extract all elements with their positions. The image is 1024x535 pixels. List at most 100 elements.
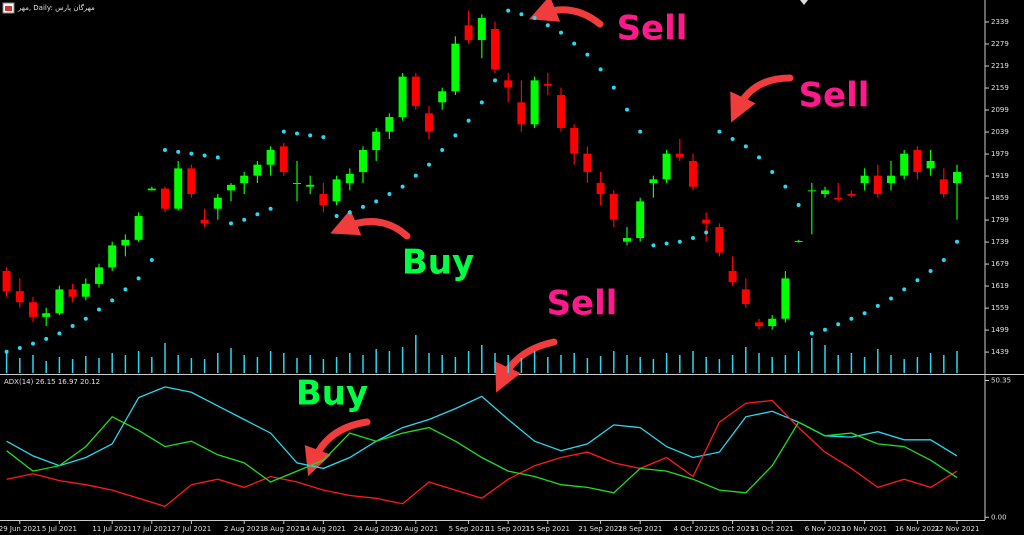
volume-bar	[481, 345, 483, 373]
psar-dot	[242, 217, 247, 222]
volume-bar	[639, 357, 641, 373]
candle-body	[108, 245, 117, 268]
volume-bar	[705, 357, 707, 373]
volume-bar	[71, 359, 74, 373]
psar-dot	[440, 148, 445, 153]
x-tick-label: 2 Aug 2021	[224, 525, 264, 533]
x-tick-label: 14 Aug 2021	[301, 525, 346, 533]
psar-dot	[413, 173, 418, 178]
y-tick-label: 1499	[991, 326, 1009, 334]
candle-body	[227, 184, 235, 191]
arrow	[330, 209, 411, 240]
volume-bar	[692, 351, 694, 373]
volume-bar	[507, 355, 509, 373]
candle-body	[900, 153, 909, 176]
psar-dot	[506, 8, 511, 13]
volume-bar	[863, 357, 866, 373]
volume-bar	[718, 359, 721, 373]
volume-bar	[283, 353, 285, 373]
x-tick-label: 28 Sep 2021	[618, 525, 662, 533]
x-tick-label: 31 Oct 2021	[751, 525, 794, 533]
psar-dot	[136, 276, 141, 281]
candle-body	[768, 318, 777, 327]
y-tick-label: 2279	[991, 40, 1009, 48]
volume-bar	[784, 355, 787, 373]
psar-dot	[308, 133, 313, 138]
volume-bar	[956, 351, 958, 373]
candle-body	[398, 76, 407, 117]
psar-dot	[281, 129, 286, 134]
y-tick-label: 1919	[991, 172, 1009, 180]
volume-bar	[613, 351, 615, 373]
psar-dot	[17, 346, 22, 351]
psar-dot	[149, 258, 154, 263]
volume-bar	[217, 353, 219, 373]
psar-dot	[189, 151, 194, 156]
candle-body	[504, 80, 513, 88]
x-tick-label: 11 Sep 2021	[486, 525, 530, 533]
candle-body	[517, 102, 526, 125]
candle-body	[213, 197, 222, 209]
candle-body	[240, 175, 249, 184]
x-tick-label: 24 Aug 2021	[354, 525, 399, 533]
volume-bar	[375, 349, 377, 373]
volume-bar	[797, 351, 800, 373]
candle-body	[2, 271, 11, 292]
candle-body	[253, 164, 262, 176]
candle-body	[293, 183, 301, 185]
volume-bar	[124, 355, 127, 373]
candle-body	[200, 219, 209, 224]
x-tick-label: 11 Jul 2021	[92, 525, 132, 533]
candle-body	[557, 94, 565, 129]
volume-bar	[203, 359, 206, 373]
psar-dot	[163, 148, 167, 153]
y-tick-label: 50.35	[991, 376, 1011, 384]
psar-dot	[836, 322, 841, 327]
candle-body	[636, 201, 645, 239]
x-tick-label: 10 Nov 2021	[842, 525, 887, 533]
psar-dot	[770, 170, 775, 175]
y-tick-label: 1679	[991, 260, 1009, 268]
volume-bar	[745, 347, 747, 373]
arrow	[528, 0, 604, 28]
volume-bar	[177, 355, 179, 373]
candle-body	[279, 146, 288, 173]
x-tick-label: 4 Oct 2021	[674, 525, 713, 533]
y-tick-label: 1979	[991, 150, 1009, 158]
candle-body	[161, 188, 169, 209]
x-tick-label: 21 Sep 2021	[578, 525, 622, 533]
candle-body	[425, 113, 433, 132]
y-tick-label: 1799	[991, 216, 1009, 224]
candle-body	[649, 179, 658, 184]
psar-dot	[915, 278, 920, 283]
candle-body	[873, 175, 882, 195]
psar-dot	[955, 239, 959, 244]
volume-bar	[811, 338, 813, 373]
candle-body	[55, 289, 64, 314]
volume-bar	[679, 355, 681, 373]
candle-body	[583, 153, 592, 173]
psar-dot	[717, 129, 722, 134]
psar-dot	[691, 236, 695, 241]
candle-body	[332, 179, 341, 202]
y-tick-label: 2219	[991, 62, 1009, 70]
psar-dot	[453, 133, 458, 138]
x-tick-label: 5 Jul 2021	[42, 525, 77, 533]
volume-bar	[269, 351, 272, 373]
candle-body	[147, 188, 156, 191]
candle-body	[530, 80, 539, 125]
psar-dot	[598, 67, 603, 72]
candle-body	[623, 238, 631, 242]
volume-bar	[401, 347, 404, 373]
shift-marker	[800, 0, 808, 5]
volume-bar	[441, 355, 443, 373]
psar-dot	[215, 155, 220, 160]
psar-dot	[202, 153, 207, 158]
y-tick-label: 0.00	[991, 513, 1007, 521]
volume-bar	[58, 357, 61, 373]
volume-bar	[5, 353, 8, 373]
y-tick-label: 2339	[991, 18, 1009, 26]
volume-bar	[586, 358, 589, 373]
candle-body	[451, 43, 460, 92]
